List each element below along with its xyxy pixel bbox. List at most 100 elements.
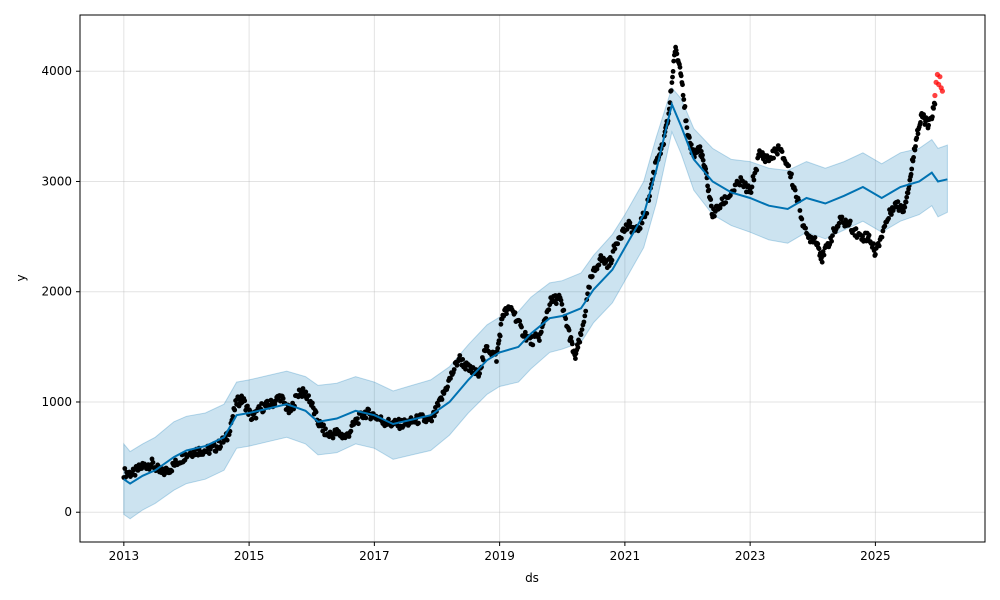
observed-point-245 <box>348 428 354 434</box>
observed-point-484 <box>568 335 574 340</box>
observed-point-882 <box>902 204 908 210</box>
observed-point-110 <box>224 437 230 443</box>
observed-point-874 <box>895 199 901 205</box>
observed-point-613 <box>674 51 680 57</box>
observed-point-208 <box>313 409 319 415</box>
observed-point-549 <box>624 226 630 232</box>
observed-point-512 <box>589 274 595 279</box>
y-tick-label-2000: 2000 <box>41 285 72 299</box>
observed-point-779 <box>812 235 818 240</box>
observed-point-636 <box>688 142 694 148</box>
observed-point-406 <box>497 333 503 339</box>
observed-point-472 <box>558 297 564 303</box>
observed-point-751 <box>786 163 792 169</box>
observed-point-847 <box>871 241 876 247</box>
observed-point-144 <box>253 415 259 421</box>
observed-point-896 <box>911 155 916 160</box>
observed-point-765 <box>799 216 805 222</box>
observed-point-459 <box>546 307 552 313</box>
observed-point-623 <box>680 92 686 98</box>
observed-point-840 <box>866 232 872 238</box>
observed-point-253 <box>356 421 361 427</box>
observed-point-536 <box>612 246 618 252</box>
x-tick-label-2021: 2021 <box>610 549 641 563</box>
observed-point-739 <box>775 151 780 157</box>
observed-point-519 <box>596 262 602 268</box>
x-tick-label-2015: 2015 <box>234 549 265 563</box>
observed-point-404 <box>496 338 502 343</box>
observed-point-491 <box>573 356 578 361</box>
observed-point-194 <box>300 386 306 391</box>
observed-point-769 <box>803 225 808 231</box>
observed-point-342 <box>439 397 445 402</box>
observed-point-892 <box>908 171 914 177</box>
observed-point-928 <box>931 106 936 111</box>
observed-point-118 <box>232 407 238 413</box>
observed-point-885 <box>904 194 910 200</box>
observed-point-414 <box>504 311 509 317</box>
observed-point-801 <box>830 233 835 239</box>
observed-point-442 <box>530 342 536 348</box>
recent-point-0 <box>932 92 938 99</box>
observed-point-826 <box>853 226 859 232</box>
observed-point-334 <box>432 413 437 419</box>
observed-point-243 <box>346 434 352 439</box>
forecast-line <box>123 101 948 485</box>
recent-point-4 <box>937 74 943 80</box>
observed-point-348 <box>445 384 450 390</box>
observed-point-498 <box>577 339 583 345</box>
observed-point-624 <box>681 97 687 102</box>
y-axis: 0 1000 2000 3000 4000 <box>41 64 80 519</box>
y-tick-label-1000: 1000 <box>41 395 72 409</box>
observed-point-386 <box>480 357 486 363</box>
observed-point-820 <box>847 218 853 224</box>
observed-point-423 <box>512 310 518 315</box>
observed-point-655 <box>700 157 706 163</box>
observed-point-712 <box>749 184 755 190</box>
observed-point-833 <box>860 233 865 239</box>
observed-point-132 <box>242 398 248 404</box>
observed-point-495 <box>575 345 581 350</box>
observed-point-428 <box>517 318 523 324</box>
observed-point-620 <box>678 73 684 79</box>
observed-point-563 <box>637 226 643 231</box>
observed-point-382 <box>477 371 482 376</box>
x-axis: 2013 2015 2017 2019 2021 2023 2025 <box>109 542 891 563</box>
observed-point-31 <box>150 460 156 465</box>
observed-point-173 <box>280 396 286 401</box>
observed-point-618 <box>677 64 683 70</box>
y-tick-label-4000: 4000 <box>41 64 72 78</box>
observed-point-808 <box>836 220 842 226</box>
observed-point-200 <box>306 393 311 398</box>
observed-point-218 <box>323 426 328 432</box>
observed-point-622 <box>680 82 685 88</box>
observed-point-116 <box>230 414 236 419</box>
observed-point-486 <box>569 341 575 347</box>
x-tick-label-2019: 2019 <box>484 549 515 563</box>
observed-point-920 <box>926 122 931 128</box>
observed-point-358 <box>454 362 460 368</box>
observed-point-684 <box>723 200 729 206</box>
observed-point-481 <box>566 327 572 333</box>
observed-point-331 <box>429 418 435 424</box>
observed-point-501 <box>579 327 585 332</box>
observed-point-714 <box>751 177 757 183</box>
observed-point-505 <box>583 308 589 314</box>
observed-point-605 <box>669 80 675 85</box>
observed-point-893 <box>909 166 915 172</box>
observed-point-539 <box>615 241 621 247</box>
x-tick-label-2025: 2025 <box>860 549 891 563</box>
observed-point-790 <box>819 259 825 265</box>
observed-point-367 <box>463 366 468 372</box>
observed-point-216 <box>321 422 326 428</box>
observed-point-652 <box>698 148 704 154</box>
observed-point-103 <box>218 444 224 450</box>
observed-point-926 <box>930 114 935 120</box>
observed-point-884 <box>903 199 909 205</box>
observed-point-850 <box>873 252 878 257</box>
observed-point-903 <box>915 131 921 137</box>
observed-point-500 <box>578 332 584 338</box>
grid <box>80 15 985 542</box>
observed-point-792 <box>821 252 827 258</box>
